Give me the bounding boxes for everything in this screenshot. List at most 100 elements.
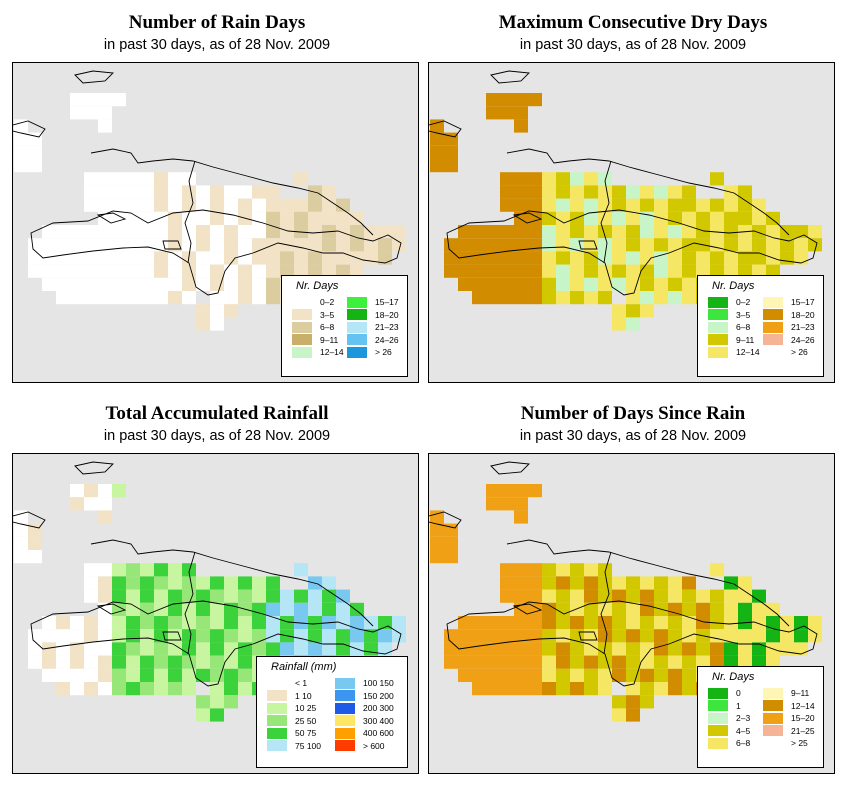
legend-label: 50 75 xyxy=(295,728,317,739)
legend-label: > 25 xyxy=(791,738,808,749)
grid-cell xyxy=(724,655,738,669)
grid-cell xyxy=(556,682,570,696)
grid-cell xyxy=(196,642,210,656)
legend-label: 9–11 xyxy=(736,334,755,345)
grid-cell xyxy=(738,238,752,252)
grid-cell xyxy=(336,211,350,225)
grid-cell xyxy=(626,304,640,318)
grid-cell xyxy=(266,602,280,616)
panel-title: Total Accumulated Rainfall xyxy=(105,403,329,424)
legend-label: 1 10 xyxy=(295,690,312,701)
grid-cell xyxy=(626,198,640,212)
legend-label: 2–3 xyxy=(736,713,751,724)
grid-cell xyxy=(168,602,182,616)
grid-cell xyxy=(210,629,224,643)
grid-cell xyxy=(682,251,696,265)
grid-cell xyxy=(598,655,612,669)
grid-cell xyxy=(224,291,238,305)
grid-cell xyxy=(210,708,224,722)
grid-cell xyxy=(710,642,724,656)
grid-cell xyxy=(612,668,626,682)
grid-cell xyxy=(182,576,196,590)
grid-cell xyxy=(444,159,458,173)
grid-cell xyxy=(696,655,710,669)
grid-cell xyxy=(612,602,626,616)
legend-label: 9–11 xyxy=(791,688,810,699)
grid-cell xyxy=(486,668,500,682)
grid-cell xyxy=(584,277,598,291)
grid-cell xyxy=(154,616,168,630)
map-grid xyxy=(13,70,406,331)
grid-cell xyxy=(542,616,556,630)
grid-cell xyxy=(584,642,598,656)
grid-cell xyxy=(280,264,294,278)
grid-cell xyxy=(626,708,640,722)
grid-cell xyxy=(42,238,56,252)
grid-cell xyxy=(280,616,294,630)
grid-cell xyxy=(252,211,266,225)
grid-cell xyxy=(84,251,98,265)
grid-cell xyxy=(336,225,350,239)
grid-cell xyxy=(486,629,500,643)
grid-cell xyxy=(210,304,224,318)
legend-swatch xyxy=(763,346,783,358)
legend-label: 10 25 xyxy=(295,703,317,714)
grid-cell xyxy=(514,238,528,252)
panel-title: Maximum Consecutive Dry Days xyxy=(498,12,768,33)
grid-cell xyxy=(112,682,126,696)
grid-cell xyxy=(696,198,710,212)
grid-cell xyxy=(210,655,224,669)
legend-swatch xyxy=(267,690,287,702)
grid-cell xyxy=(140,655,154,669)
grid-cell xyxy=(56,655,70,669)
grid-cell xyxy=(308,238,322,252)
grid-cell xyxy=(500,484,514,498)
grid-cell xyxy=(542,291,556,305)
grid-cell xyxy=(252,277,266,291)
grid-cell xyxy=(500,291,514,305)
grid-cell xyxy=(752,198,766,212)
grid-cell xyxy=(542,668,556,682)
grid-cell xyxy=(378,238,392,252)
grid-cell xyxy=(584,602,598,616)
grid-cell xyxy=(336,616,350,630)
grid-cell xyxy=(598,185,612,199)
grid-cell xyxy=(612,616,626,630)
grid-cell xyxy=(654,682,668,696)
legend-swatch xyxy=(763,725,783,737)
grid-cell xyxy=(486,93,500,107)
grid-cell xyxy=(70,616,84,630)
legend-title: Rainfall (mm) xyxy=(271,661,337,673)
grid-cell xyxy=(98,119,112,133)
legend-swatch xyxy=(335,690,355,702)
grid-cell xyxy=(154,211,168,225)
grid-cell xyxy=(640,668,654,682)
legend-label: 15–20 xyxy=(791,713,815,724)
island-outline xyxy=(96,603,127,615)
legend-label: 12–14 xyxy=(791,700,815,711)
grid-cell xyxy=(84,238,98,252)
grid-cell xyxy=(668,576,682,590)
country-border xyxy=(600,160,612,264)
grid-cell xyxy=(196,225,210,239)
legend-label: > 26 xyxy=(791,347,808,358)
grid-cell xyxy=(542,655,556,669)
legend-label: 150 200 xyxy=(363,690,394,701)
grid-cell xyxy=(98,576,112,590)
grid-cell xyxy=(556,198,570,212)
island-outline xyxy=(13,511,46,529)
grid-cell xyxy=(556,277,570,291)
grid-cell xyxy=(612,198,626,212)
grid-cell xyxy=(392,629,406,643)
grid-cell xyxy=(126,264,140,278)
legend-swatch xyxy=(267,702,287,714)
grid-cell xyxy=(626,264,640,278)
grid-cell xyxy=(584,198,598,212)
grid-cell xyxy=(308,642,322,656)
grid-cell xyxy=(752,602,766,616)
country-border xyxy=(184,551,196,655)
legend-swatch xyxy=(292,346,312,358)
grid-cell xyxy=(42,225,56,239)
grid-cell xyxy=(70,93,84,107)
legend-swatch xyxy=(267,715,287,727)
